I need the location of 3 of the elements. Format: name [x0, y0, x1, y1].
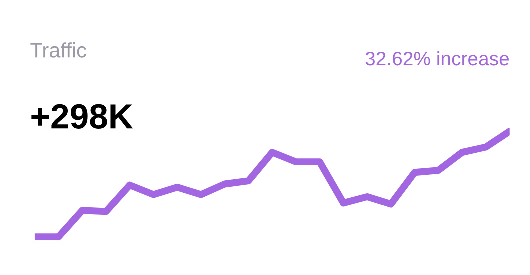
chart-subtitle: +298K [32, 104, 134, 129]
text: 32.62% increase [366, 51, 510, 66]
chart-title: Traffic [30, 42, 86, 58]
